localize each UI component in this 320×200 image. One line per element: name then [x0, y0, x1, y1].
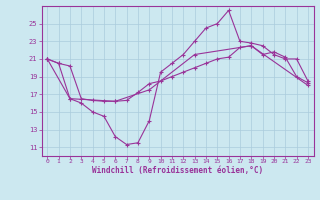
- X-axis label: Windchill (Refroidissement éolien,°C): Windchill (Refroidissement éolien,°C): [92, 166, 263, 175]
